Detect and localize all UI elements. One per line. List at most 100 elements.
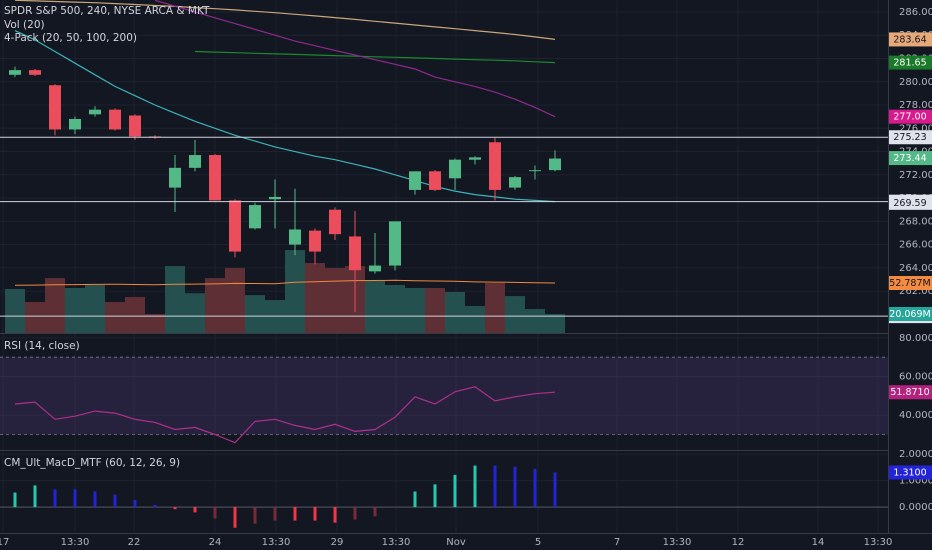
x-tick-label: 12 — [732, 537, 745, 548]
candle-body — [269, 196, 281, 200]
volume-bar — [365, 280, 385, 333]
candle-body — [129, 115, 141, 137]
candle-body — [489, 142, 501, 190]
candle-body — [69, 118, 81, 130]
candle-body — [189, 155, 201, 168]
histogram-bar — [433, 484, 437, 508]
candle-body — [509, 177, 521, 188]
price-tag-label: 51.8710 — [890, 387, 929, 398]
candle-body — [49, 85, 61, 130]
price-tag-label: 281.65 — [893, 58, 926, 69]
volume-ma-line — [14, 279, 556, 286]
histogram-bar — [33, 485, 37, 508]
volume-bar — [245, 295, 265, 333]
price-tag — [889, 385, 932, 400]
x-tick-label: Nov — [446, 537, 466, 548]
histogram-bar — [333, 507, 337, 523]
y-tick-label: 2.0000 — [899, 449, 932, 460]
volume-bar — [445, 291, 465, 333]
volume-bar — [165, 266, 185, 333]
rsi-line — [14, 386, 556, 444]
chart-title: SPDR S&P 500, 240, NYSE ARCA & MKT — [4, 5, 210, 17]
candle-body — [209, 155, 221, 201]
candle-body — [409, 171, 421, 190]
volume-bar — [385, 284, 405, 333]
candle-body — [549, 158, 561, 171]
price-tag-label: 277.00 — [893, 112, 926, 123]
y-tick-label: 60.0000 — [899, 372, 932, 383]
histogram-bar — [153, 504, 157, 508]
histogram-bar — [453, 474, 457, 508]
candle-body — [89, 109, 101, 115]
volume-bar — [225, 268, 245, 333]
volume-bar — [465, 306, 485, 333]
volume-bar — [105, 302, 125, 333]
histogram-bar — [553, 472, 557, 508]
price-tag — [889, 195, 932, 210]
volume-bar — [205, 278, 225, 333]
x-tick-label: 24 — [209, 537, 222, 548]
x-tick-label: 13:30 — [262, 537, 291, 548]
volume-bar — [525, 309, 545, 333]
candle-body — [529, 170, 541, 172]
y-tick-label: 268.00 — [899, 216, 932, 227]
indicator-label: RSI (14, close) — [4, 340, 80, 352]
histogram-bar — [113, 494, 117, 508]
price-tag-label: 269.59 — [893, 198, 926, 209]
y-tick-label: 1.0000 — [899, 476, 932, 487]
y-tick-label: 262.00 — [899, 286, 932, 297]
volume-bar — [425, 288, 445, 333]
volume-bar — [45, 278, 65, 333]
x-tick-label: 29 — [331, 537, 344, 548]
volume-bar — [325, 268, 345, 333]
histogram-bar — [133, 499, 137, 508]
histogram-bar — [213, 507, 217, 519]
histogram-bar — [93, 491, 97, 508]
x-tick-label: 7 — [614, 537, 620, 548]
price-tag-label: 52.787M — [889, 278, 930, 289]
histogram-bar — [513, 466, 517, 508]
price-tag-label: 283.64 — [893, 34, 926, 45]
x-tick-label: 5 — [535, 537, 541, 548]
histogram-bar — [393, 507, 397, 508]
price-tag — [889, 465, 932, 480]
y-tick-label: 80.0000 — [899, 333, 932, 344]
histogram-bar — [13, 492, 17, 508]
price-tag — [889, 55, 932, 70]
histogram-bar — [293, 507, 297, 521]
candle-body — [9, 70, 21, 75]
axes: 17 13:30 22 24 13:30 29 13:30 Nov 5 7 13:30 12 14 13:… — [0, 7, 932, 548]
indicator-label: CM_Ult_MacD_MTF (60, 12, 26, 9) — [4, 457, 180, 469]
histogram-bar — [473, 465, 477, 508]
price-tag — [889, 306, 932, 321]
volume-bar — [65, 288, 85, 333]
histogram-bar — [373, 507, 377, 517]
volume-bar — [405, 288, 425, 333]
candle-body — [29, 70, 41, 75]
x-tick-label: 22 — [128, 537, 141, 548]
price-tag-label: 20.069M — [889, 309, 930, 320]
volume-bar — [485, 283, 505, 333]
rsi-band — [0, 357, 888, 435]
candle-body — [289, 229, 301, 245]
histogram-bar — [273, 507, 277, 521]
histogram-bar — [253, 507, 257, 524]
histogram-bar — [533, 468, 537, 508]
y-tick-label: 278.00 — [899, 100, 932, 111]
price-tag-label: 273.44 — [893, 153, 926, 164]
y-tick-label: 0.0000 — [899, 502, 932, 513]
volume-bar — [505, 296, 525, 333]
volume-bar — [5, 288, 25, 333]
x-tick-label: 14 — [812, 537, 825, 548]
y-tick-label: 276.00 — [899, 123, 932, 134]
candle-body — [169, 167, 181, 188]
price-tag — [889, 151, 932, 166]
price-tag — [889, 130, 932, 145]
volume-bar — [305, 263, 325, 333]
volume-bar — [25, 302, 45, 333]
candle-body — [109, 109, 121, 130]
volume-bar — [545, 313, 565, 333]
histogram-bar — [353, 507, 357, 520]
price-tag-label: 275.23 — [893, 132, 926, 143]
candle-body — [309, 230, 321, 252]
